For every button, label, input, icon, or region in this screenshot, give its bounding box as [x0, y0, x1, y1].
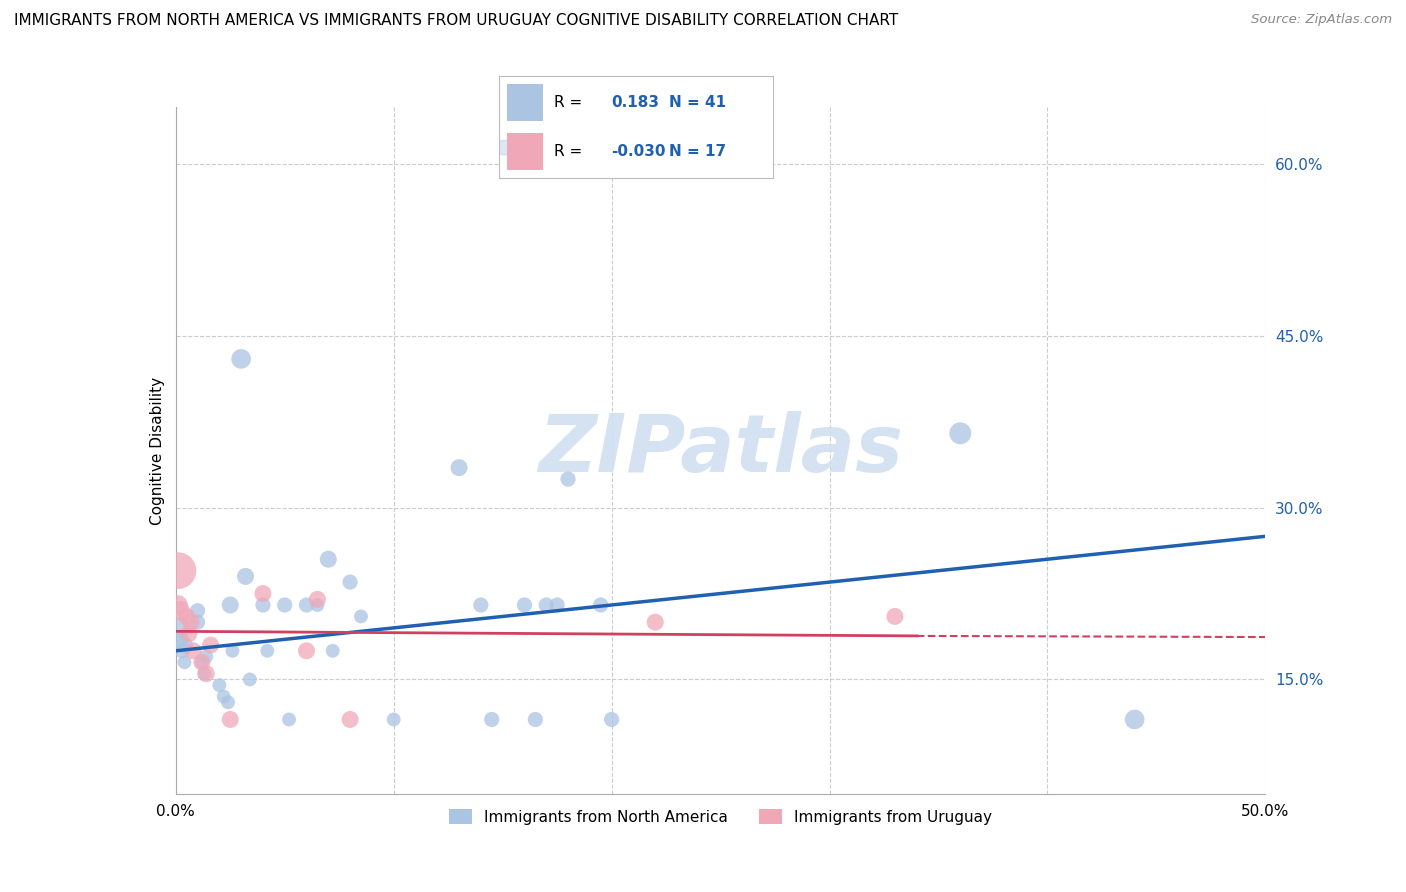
Point	[173, 655, 195, 669]
Point	[295, 598, 318, 612]
Point	[534, 598, 557, 612]
Point	[513, 598, 536, 612]
Point	[176, 609, 198, 624]
Point	[221, 644, 243, 658]
Point	[181, 644, 204, 658]
Legend: Immigrants from North America, Immigrants from Uruguay: Immigrants from North America, Immigrant…	[443, 803, 998, 830]
Point	[172, 644, 194, 658]
Point	[231, 351, 253, 366]
Text: N = 41: N = 41	[669, 95, 727, 110]
Point	[169, 621, 191, 635]
Point	[600, 713, 623, 727]
Point	[193, 666, 215, 681]
Point	[167, 598, 190, 612]
Text: N = 17: N = 17	[669, 145, 727, 160]
Point	[195, 649, 218, 664]
Point	[1123, 713, 1146, 727]
Text: ZIPatlas: ZIPatlas	[538, 411, 903, 490]
Point	[949, 426, 972, 441]
Point	[307, 598, 329, 612]
Point	[546, 598, 568, 612]
Point	[235, 569, 257, 583]
Point	[219, 598, 242, 612]
Point	[557, 472, 579, 486]
Text: Source: ZipAtlas.com: Source: ZipAtlas.com	[1251, 13, 1392, 27]
Text: -0.030: -0.030	[612, 145, 666, 160]
Point	[350, 609, 373, 624]
Point	[239, 673, 262, 687]
Point	[177, 626, 200, 640]
Point	[169, 604, 191, 618]
Point	[481, 713, 503, 727]
Point	[447, 460, 470, 475]
Text: IMMIGRANTS FROM NORTH AMERICA VS IMMIGRANTS FROM URUGUAY COGNITIVE DISABILITY CO: IMMIGRANTS FROM NORTH AMERICA VS IMMIGRA…	[14, 13, 898, 29]
Point	[382, 713, 405, 727]
Point	[212, 690, 235, 704]
Point	[169, 632, 191, 647]
Point	[217, 695, 239, 709]
Text: R =: R =	[554, 95, 588, 110]
Point	[195, 666, 218, 681]
Point	[191, 655, 214, 669]
Point	[318, 552, 340, 566]
Point	[252, 598, 274, 612]
Point	[191, 655, 214, 669]
Point	[278, 713, 301, 727]
Point	[884, 609, 907, 624]
FancyBboxPatch shape	[508, 133, 543, 170]
Point	[295, 644, 318, 658]
Text: 0.183: 0.183	[612, 95, 659, 110]
FancyBboxPatch shape	[508, 84, 543, 121]
Point	[200, 638, 222, 652]
Point	[186, 604, 209, 618]
Point	[252, 586, 274, 600]
Circle shape	[488, 140, 527, 155]
Point	[219, 713, 242, 727]
Point	[208, 678, 231, 692]
Text: R =: R =	[554, 145, 588, 160]
Point	[322, 644, 344, 658]
Point	[186, 615, 209, 630]
Point	[173, 638, 195, 652]
Y-axis label: Cognitive Disability: Cognitive Disability	[149, 376, 165, 524]
Point	[589, 598, 612, 612]
Point	[167, 564, 190, 578]
Point	[644, 615, 666, 630]
Point	[339, 575, 361, 590]
Point	[524, 713, 547, 727]
Point	[339, 713, 361, 727]
Point	[307, 592, 329, 607]
Point	[274, 598, 297, 612]
Point	[256, 644, 278, 658]
Point	[180, 615, 202, 630]
Point	[470, 598, 492, 612]
